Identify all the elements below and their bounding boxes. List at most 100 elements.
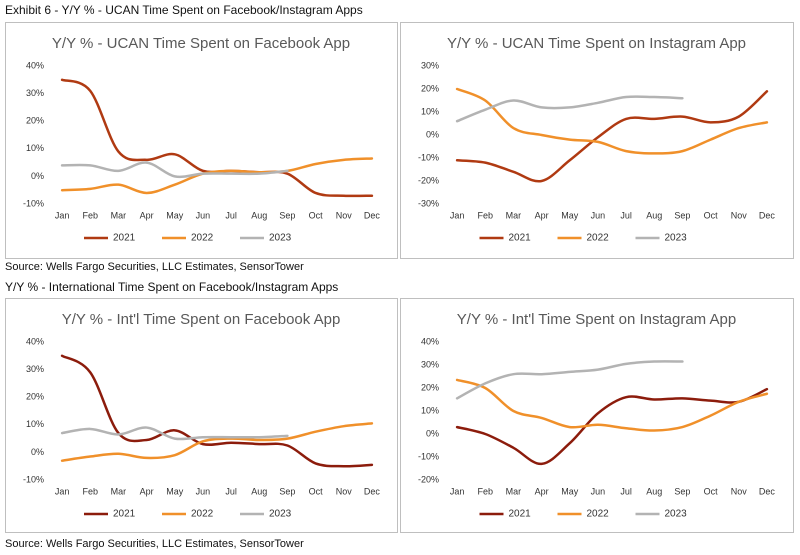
- y-tick-label: 10%: [421, 106, 439, 116]
- x-tick-label: Jun: [591, 210, 606, 220]
- legend-label: 2022: [587, 233, 610, 244]
- y-tick-label: 10%: [26, 419, 44, 429]
- x-tick-label: Sep: [279, 486, 295, 496]
- series-line: [455, 90, 769, 183]
- y-tick-label: -30%: [418, 198, 439, 208]
- x-tick-label: Apr: [535, 210, 549, 220]
- y-tick-label: -10%: [23, 474, 44, 484]
- series-line: [60, 157, 374, 195]
- y-tick-label: 20%: [26, 392, 44, 402]
- series-line: [455, 378, 769, 432]
- x-tick-label: May: [561, 210, 579, 220]
- legend-label: 2022: [191, 233, 214, 244]
- exhibit-title: Exhibit 6 - Y/Y % - UCAN Time Spent on F…: [5, 3, 363, 17]
- x-tick-label: Jul: [225, 486, 237, 496]
- legend-label: 2022: [587, 509, 610, 520]
- y-tick-label: 30%: [26, 88, 44, 98]
- source-note: Source: Wells Fargo Securities, LLC Esti…: [5, 261, 304, 273]
- x-tick-label: Mar: [111, 486, 127, 496]
- y-tick-label: 30%: [421, 60, 439, 70]
- legend-label: 2023: [665, 233, 688, 244]
- x-tick-label: Jun: [591, 486, 606, 496]
- x-tick-label: Oct: [704, 486, 719, 496]
- y-tick-label: 0%: [426, 428, 439, 438]
- y-tick-label: 20%: [421, 83, 439, 93]
- x-tick-label: Oct: [309, 486, 324, 496]
- x-tick-label: Apr: [535, 486, 549, 496]
- source-note: Source: Wells Fargo Securities, LLC Esti…: [5, 538, 304, 550]
- x-tick-label: May: [166, 210, 184, 220]
- series-line: [455, 95, 684, 123]
- chart-title: Y/Y % - UCAN Time Spent on Facebook App: [52, 35, 350, 52]
- y-tick-label: 30%: [26, 364, 44, 374]
- x-tick-label: Mar: [506, 210, 522, 220]
- x-tick-label: Aug: [251, 210, 267, 220]
- chart-panel: [5, 22, 398, 259]
- chart-panel: [5, 298, 398, 533]
- x-tick-label: Dec: [364, 210, 381, 220]
- x-tick-label: Mar: [506, 486, 522, 496]
- x-tick-label: Apr: [140, 486, 154, 496]
- legend-label: 2021: [113, 233, 136, 244]
- y-tick-label: -20%: [418, 474, 439, 484]
- x-tick-label: Feb: [477, 486, 493, 496]
- y-tick-label: 10%: [26, 143, 44, 153]
- x-tick-label: Jul: [225, 210, 237, 220]
- x-tick-label: Sep: [279, 210, 295, 220]
- x-tick-label: Aug: [251, 486, 267, 496]
- series-line: [60, 422, 374, 462]
- x-tick-label: Jan: [450, 486, 465, 496]
- x-tick-label: Mar: [111, 210, 127, 220]
- series-line: [455, 87, 769, 155]
- x-tick-label: May: [166, 486, 184, 496]
- legend-label: 2021: [509, 233, 532, 244]
- y-tick-label: 0%: [31, 171, 44, 181]
- x-tick-label: Feb: [82, 486, 98, 496]
- y-tick-label: 30%: [421, 359, 439, 369]
- series-line: [60, 426, 289, 441]
- x-tick-label: Feb: [82, 210, 98, 220]
- y-tick-label: -10%: [23, 198, 44, 208]
- x-tick-label: Jan: [450, 210, 465, 220]
- x-tick-label: Oct: [309, 210, 324, 220]
- x-tick-label: Aug: [646, 210, 662, 220]
- x-tick-label: Nov: [336, 486, 353, 496]
- y-tick-label: 0%: [31, 447, 44, 457]
- chart-title: Y/Y % - Int'l Time Spent on Instagram Ap…: [457, 311, 736, 328]
- x-tick-label: Jan: [55, 486, 70, 496]
- series-line: [455, 360, 684, 400]
- x-tick-label: Jun: [196, 210, 211, 220]
- x-tick-label: Jun: [196, 486, 211, 496]
- x-tick-label: Nov: [336, 210, 353, 220]
- x-tick-label: Jan: [55, 210, 70, 220]
- section-title: Y/Y % - International Time Spent on Face…: [5, 280, 339, 294]
- y-tick-label: 20%: [26, 116, 44, 126]
- y-tick-label: 40%: [26, 60, 44, 70]
- y-tick-label: 20%: [421, 382, 439, 392]
- x-tick-label: Apr: [140, 210, 154, 220]
- y-tick-label: -10%: [418, 451, 439, 461]
- x-tick-label: Sep: [674, 210, 690, 220]
- series-line: [60, 161, 289, 179]
- x-tick-label: Dec: [759, 486, 776, 496]
- x-tick-label: Feb: [477, 210, 493, 220]
- y-tick-label: 40%: [26, 336, 44, 346]
- x-tick-label: Nov: [731, 210, 748, 220]
- x-tick-label: Sep: [674, 486, 690, 496]
- y-tick-label: 40%: [421, 336, 439, 346]
- legend-label: 2023: [269, 233, 292, 244]
- legend-label: 2023: [665, 509, 688, 520]
- x-tick-label: Aug: [646, 486, 662, 496]
- x-tick-label: Oct: [704, 210, 719, 220]
- series-line: [60, 354, 374, 468]
- x-tick-label: Jul: [620, 486, 632, 496]
- x-tick-label: May: [561, 486, 579, 496]
- x-tick-label: Dec: [759, 210, 776, 220]
- legend-label: 2023: [269, 509, 292, 520]
- series-line: [455, 387, 769, 466]
- legend-label: 2021: [509, 509, 532, 520]
- y-tick-label: 10%: [421, 405, 439, 415]
- chart-title: Y/Y % - UCAN Time Spent on Instagram App: [447, 35, 746, 52]
